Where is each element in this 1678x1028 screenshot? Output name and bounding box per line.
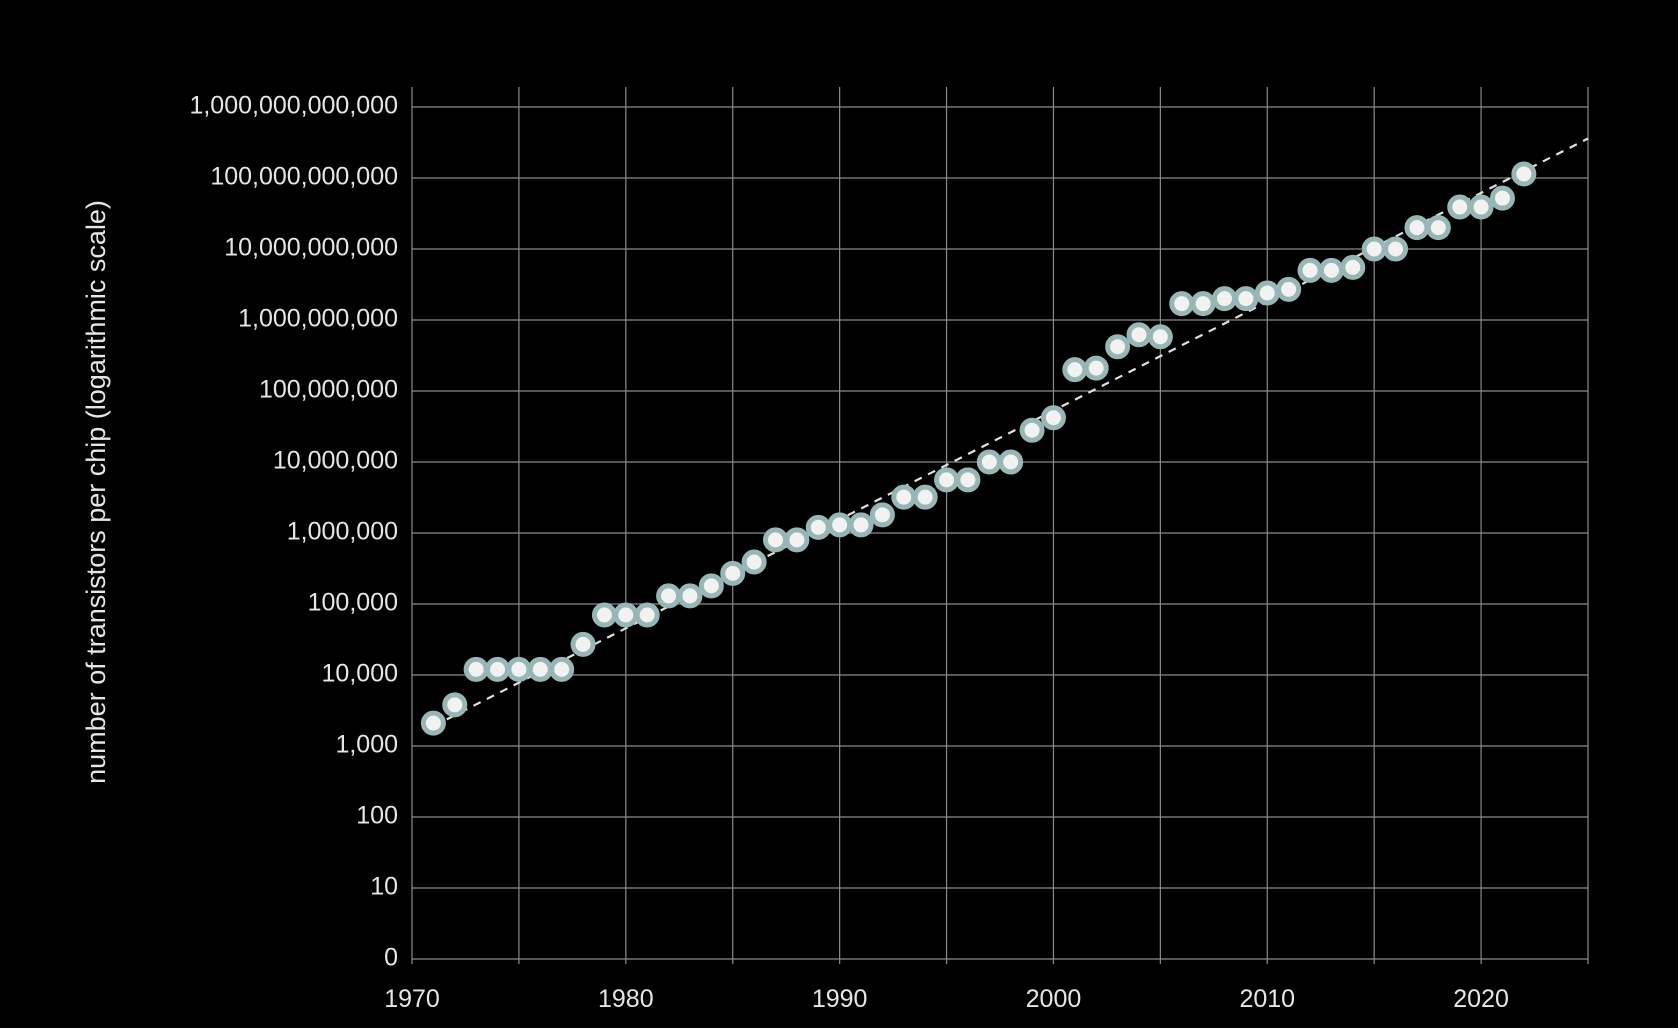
data-point xyxy=(976,449,1002,475)
trend-line-layer xyxy=(432,137,1589,728)
data-point xyxy=(998,449,1024,475)
data-point xyxy=(955,467,981,493)
data-point xyxy=(634,602,660,628)
data-point xyxy=(1105,334,1131,360)
y-tick-label: 100 xyxy=(356,802,398,830)
data-point xyxy=(1019,417,1045,443)
data-point xyxy=(934,467,960,493)
data-point xyxy=(1254,280,1280,306)
data-point xyxy=(1404,215,1430,241)
y-tick-label: 10,000,000 xyxy=(273,447,398,475)
x-tick-label: 1980 xyxy=(598,985,654,1013)
x-tick-label: 2010 xyxy=(1239,985,1295,1013)
x-tick-label: 2020 xyxy=(1453,985,1509,1013)
y-tick-label: 1,000,000,000 xyxy=(238,305,398,333)
data-point xyxy=(848,512,874,538)
y-tick-label: 10,000,000,000 xyxy=(224,234,398,262)
data-point xyxy=(420,710,446,736)
data-point xyxy=(1190,291,1216,317)
data-point xyxy=(1062,357,1088,383)
y-tick-label: 10 xyxy=(370,873,398,901)
data-point xyxy=(762,527,788,553)
data-point xyxy=(1233,286,1259,312)
data-point xyxy=(1212,286,1238,312)
data-points xyxy=(420,161,1537,736)
data-point xyxy=(1147,324,1173,350)
data-point xyxy=(1340,254,1366,280)
y-tick-label: 1,000 xyxy=(335,731,398,759)
data-point xyxy=(1425,215,1451,241)
data-point xyxy=(570,631,596,657)
data-point xyxy=(784,527,810,553)
y-tick-label: 100,000,000 xyxy=(259,376,398,404)
data-point xyxy=(442,692,468,718)
data-point xyxy=(463,656,489,682)
data-point xyxy=(891,484,917,510)
data-point xyxy=(805,514,831,540)
data-point xyxy=(1083,355,1109,381)
data-point xyxy=(677,583,703,609)
x-axis-ticks: 1970 1980 1990 2000 2010 2020 xyxy=(384,985,1509,1013)
x-tick-label: 1970 xyxy=(384,985,440,1013)
y-axis-ticks: 0 10 100 1,000 10,000 100,000 1,000,000 10,000,… xyxy=(189,92,398,972)
y-tick-label: 0 xyxy=(384,944,398,972)
data-point xyxy=(485,656,511,682)
data-point xyxy=(1468,194,1494,220)
data-point xyxy=(698,573,724,599)
data-point xyxy=(1489,185,1515,211)
y-axis-label: number of transistors per chip (logarith… xyxy=(81,200,111,784)
data-point xyxy=(720,560,746,586)
data-point xyxy=(656,583,682,609)
data-point xyxy=(1383,236,1409,262)
data-point xyxy=(1511,161,1537,187)
y-tick-label: 1,000,000,000,000 xyxy=(189,92,398,120)
data-point xyxy=(1297,257,1323,283)
data-point xyxy=(549,656,575,682)
data-point xyxy=(1318,257,1344,283)
y-tick-label: 10,000 xyxy=(322,660,398,688)
data-point xyxy=(741,549,767,575)
data-point xyxy=(1126,322,1152,348)
data-point xyxy=(1361,236,1387,262)
y-tick-label: 100,000 xyxy=(308,589,398,617)
data-point xyxy=(1276,276,1302,302)
data-point xyxy=(591,602,617,628)
y-tick-label: 1,000,000 xyxy=(287,518,398,546)
data-point xyxy=(912,484,938,510)
x-tick-label: 1990 xyxy=(812,985,868,1013)
data-point xyxy=(1169,291,1195,317)
data-point xyxy=(527,656,553,682)
y-tick-label: 100,000,000,000 xyxy=(210,163,398,191)
trend-line xyxy=(432,137,1589,728)
data-point xyxy=(869,502,895,528)
x-tick-label: 2000 xyxy=(1026,985,1082,1013)
data-point xyxy=(613,602,639,628)
data-point xyxy=(1040,405,1066,431)
data-point xyxy=(506,656,532,682)
data-point xyxy=(827,512,853,538)
data-point xyxy=(1447,194,1473,220)
